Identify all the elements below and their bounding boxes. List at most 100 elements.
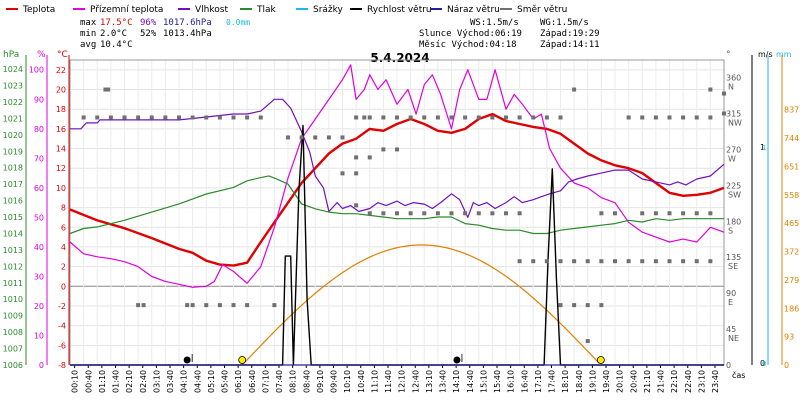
sun-elevation-line [241,244,600,366]
wind-direction-point [408,211,413,216]
wind-direction-point [504,211,508,216]
wind-direction-point [599,303,604,308]
tick-temperature_c: -6 [58,341,66,350]
legend: Teplota Přízemní teplota Vlhkost Tlak Srážky… [6,5,567,15]
tick-temperature_c: -8 [58,361,66,370]
unit-pct: % [37,50,46,60]
wind-direction-point [286,135,290,140]
wind-direction-point [422,211,427,216]
wind-direction-point [185,303,190,308]
x-tick-label: 18:40 [575,370,584,393]
tick-humidity_pct: 20 [34,302,44,311]
x-tick-label: 04:10 [180,370,189,393]
stats-max-press: 1017.6hPa [163,18,212,28]
tick-temperature_c: 16 [56,125,66,134]
wind-direction-point [354,171,359,176]
wind-direction-point [245,115,250,120]
x-tick-label: 22:10 [670,370,679,393]
wind-direction-point [504,115,508,120]
tick-sun: 0 [784,361,789,370]
wind-direction-point [558,115,563,120]
tick-humidity_pct: 0 [39,361,44,370]
stats-min-hum: 52% [140,29,157,39]
tick-pressure_hpa: 1019 [3,147,23,156]
wind-direction-point [599,211,604,216]
wind-direction-point [381,115,386,120]
wind-direction-point [299,135,304,140]
unit-degc: °C [57,50,68,60]
x-tick-label: 07:10 [261,370,270,393]
x-tick-label: 19:10 [588,370,597,393]
tick-pressure_hpa: 1010 [3,295,23,304]
tick-wind-dir-label: N [728,83,734,92]
x-tick-label: 20:40 [629,370,638,393]
tick-pressure_hpa: 1011 [3,279,23,288]
x-tick-label: 05:40 [221,370,230,393]
tick-wind-ms: 1 [760,143,765,152]
wind-direction-point [558,303,563,308]
tick-wind-dir: 315 [726,109,741,118]
stats-max-hum: 96% [140,18,157,28]
tick-humidity_pct: 70 [34,154,44,163]
wind-direction-point [141,303,146,308]
x-tick-label: 17:40 [548,370,557,393]
x-tick-label: 08:40 [302,370,311,393]
legend-label-pressure: Tlak [256,5,277,15]
x-tick-label: 08:10 [289,370,298,393]
wind-direction-point [408,115,413,120]
tick-pressure_hpa: 1024 [3,65,23,74]
wind-direction-point [640,259,645,264]
wind-direction-point [163,115,168,120]
tick-humidity_pct: 50 [34,213,44,222]
legend-label-temperature: Teplota [22,5,55,15]
wind-direction-point [463,115,468,120]
wind-direction-point [381,147,386,152]
x-tick-label: 02:40 [139,370,148,393]
wind-direction-point [613,211,617,216]
x-tick-label: 16:10 [507,370,516,393]
wind-direction-point [136,303,141,308]
wind-direction-point [463,211,468,216]
wind-direction-point [708,259,713,264]
legend-label-apparent_temperature: Přízemní teplota [90,5,163,15]
wind-direction-point [108,115,113,120]
wind-direction-point [381,211,386,216]
x-tick-label: 23:10 [697,370,706,393]
tick-wind-dir-label: E [728,298,733,307]
wind-direction-point [490,115,495,120]
sun-marker [238,356,247,364]
wind-direction-point [367,155,372,160]
wind-direction-point [136,115,141,120]
tick-sun: 279 [784,276,799,285]
wind-direction-point [585,303,590,308]
wind-direction-point [667,259,672,264]
stats-min-press: 1013.4hPa [163,29,212,39]
wind-direction-point [395,147,399,152]
wind-direction-point [122,115,127,120]
tick-pressure_hpa: 1020 [3,131,23,140]
wind-direction-point [599,259,604,264]
wind-direction-point [653,115,658,120]
tick-humidity_pct: 90 [34,95,44,104]
wind-direction-point [708,211,713,216]
stats-avg-temp: 10.4°C [100,40,133,50]
tick-sun: 651 [784,162,799,171]
wind-direction-point [694,211,699,216]
wind-direction-point [95,115,100,120]
wind-direction-point [190,115,195,120]
wind-direction-point [626,115,631,120]
tick-humidity_pct: 30 [34,272,44,281]
x-tick-label: 19:40 [602,370,611,393]
wind-direction-point [326,135,331,140]
unit-hpa: hPa [3,50,19,60]
wind-direction-point [340,135,345,140]
wind-direction-point [708,87,713,92]
wind-direction-point [204,303,209,308]
info-wg: WG:1.5m/s [540,18,589,28]
wind-direction-point [231,303,236,308]
tick-wind-dir: 225 [726,181,741,190]
moon-marker [453,356,461,364]
info-sunset: Západ:19:29 [540,29,600,39]
info-moonset: Západ:14:11 [540,40,600,50]
x-tick-label: 12:10 [398,370,407,393]
